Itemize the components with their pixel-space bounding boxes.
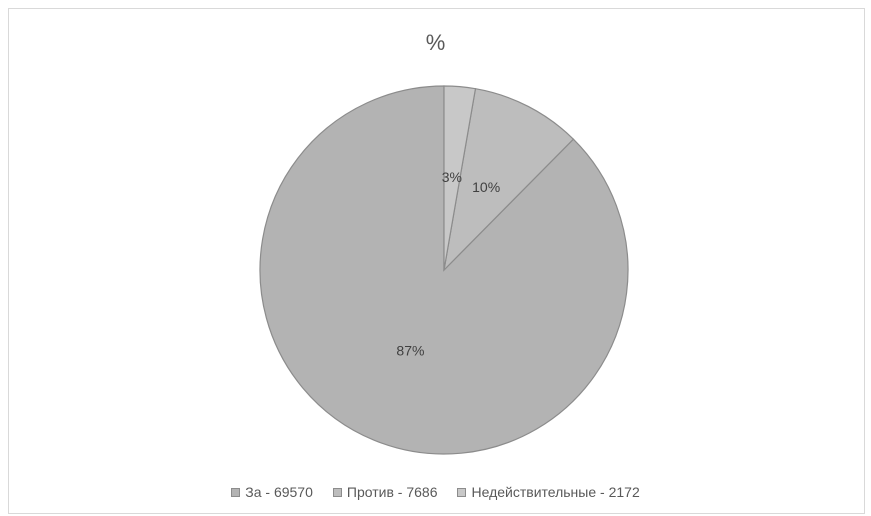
- legend-swatch-3: [457, 487, 467, 497]
- legend-label-2: Против - 7686: [346, 484, 438, 500]
- pie-slice-2: [443, 88, 575, 272]
- legend-label-3: Недействительные - 2172: [471, 484, 640, 500]
- legend-item-2: Против - 7686: [332, 484, 438, 500]
- legend-swatch-2: [332, 487, 342, 497]
- legend-label-1: За - 69570: [245, 484, 313, 500]
- legend-item-3: Недействительные - 2172: [457, 484, 640, 500]
- slice-label-1: 87%: [396, 342, 424, 358]
- pie-slice-3: [443, 85, 477, 271]
- chart-title: %: [425, 30, 446, 55]
- legend: За - 69570 Против - 7686 Недействительные …: [0, 484, 871, 500]
- slice-label-3: 3%: [442, 169, 462, 185]
- slice-label-2: 10%: [472, 179, 500, 195]
- pie-slice-1: [259, 85, 629, 455]
- legend-swatch-1: [231, 487, 241, 497]
- legend-item-1: За - 69570: [231, 484, 313, 500]
